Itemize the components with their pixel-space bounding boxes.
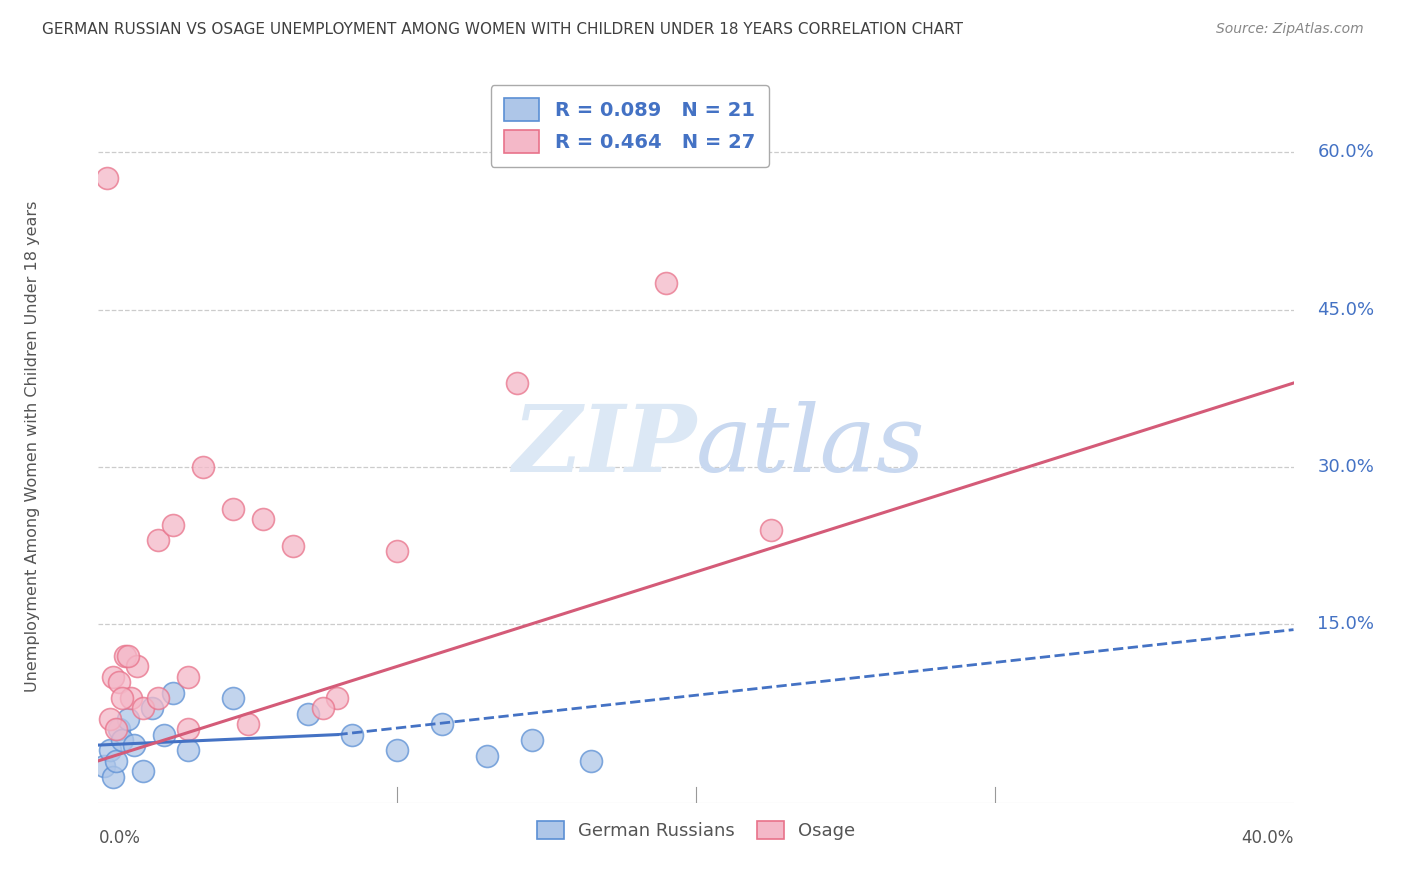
Point: [96, 171, 118, 186]
Point: [177, 723, 200, 737]
Point: [326, 690, 349, 705]
Text: ZIP: ZIP: [512, 401, 696, 491]
Point: [162, 685, 184, 699]
Point: [108, 675, 131, 690]
Point: [124, 738, 146, 752]
Text: 60.0%: 60.0%: [1317, 143, 1374, 161]
Text: Unemployment Among Women with Children Under 18 years: Unemployment Among Women with Children U…: [25, 201, 41, 691]
Text: 0.0%: 0.0%: [98, 829, 141, 847]
Point: [385, 743, 409, 757]
Point: [222, 502, 245, 516]
Point: [148, 690, 170, 705]
Point: [177, 670, 200, 684]
Point: [93, 759, 115, 773]
Point: [191, 460, 214, 475]
Point: [132, 701, 155, 715]
Point: [103, 670, 125, 684]
Text: GERMAN RUSSIAN VS OSAGE UNEMPLOYMENT AMONG WOMEN WITH CHILDREN UNDER 18 YEARS CO: GERMAN RUSSIAN VS OSAGE UNEMPLOYMENT AMO…: [42, 22, 963, 37]
Text: 15.0%: 15.0%: [1317, 615, 1375, 633]
Point: [105, 723, 128, 737]
Point: [342, 728, 364, 742]
Text: atlas: atlas: [696, 401, 925, 491]
Text: 45.0%: 45.0%: [1317, 301, 1375, 318]
Point: [281, 539, 304, 553]
Point: [311, 701, 333, 715]
Point: [475, 748, 498, 763]
Point: [108, 723, 131, 737]
Point: [148, 533, 170, 548]
Point: [177, 743, 200, 757]
Point: [430, 717, 453, 731]
Point: [506, 376, 529, 390]
Point: [120, 690, 142, 705]
Point: [117, 648, 139, 663]
Point: [655, 277, 678, 291]
Point: [520, 732, 543, 747]
Point: [98, 743, 122, 757]
Point: [222, 690, 245, 705]
Point: [117, 712, 139, 726]
Point: [153, 728, 176, 742]
Point: [114, 648, 136, 663]
Text: 40.0%: 40.0%: [1241, 829, 1294, 847]
Point: [141, 701, 163, 715]
Point: [98, 712, 122, 726]
Point: [236, 717, 259, 731]
Point: [103, 770, 125, 784]
Point: [111, 690, 134, 705]
Text: 30.0%: 30.0%: [1317, 458, 1374, 476]
Text: Source: ZipAtlas.com: Source: ZipAtlas.com: [1216, 22, 1364, 37]
Point: [162, 517, 184, 532]
Point: [105, 754, 128, 768]
Legend: German Russians, Osage: German Russians, Osage: [530, 814, 862, 847]
Point: [297, 706, 319, 721]
Point: [111, 732, 134, 747]
Point: [127, 659, 149, 673]
Point: [252, 512, 274, 526]
Point: [385, 544, 409, 558]
Point: [581, 754, 603, 768]
Point: [132, 764, 155, 779]
Point: [759, 523, 782, 537]
